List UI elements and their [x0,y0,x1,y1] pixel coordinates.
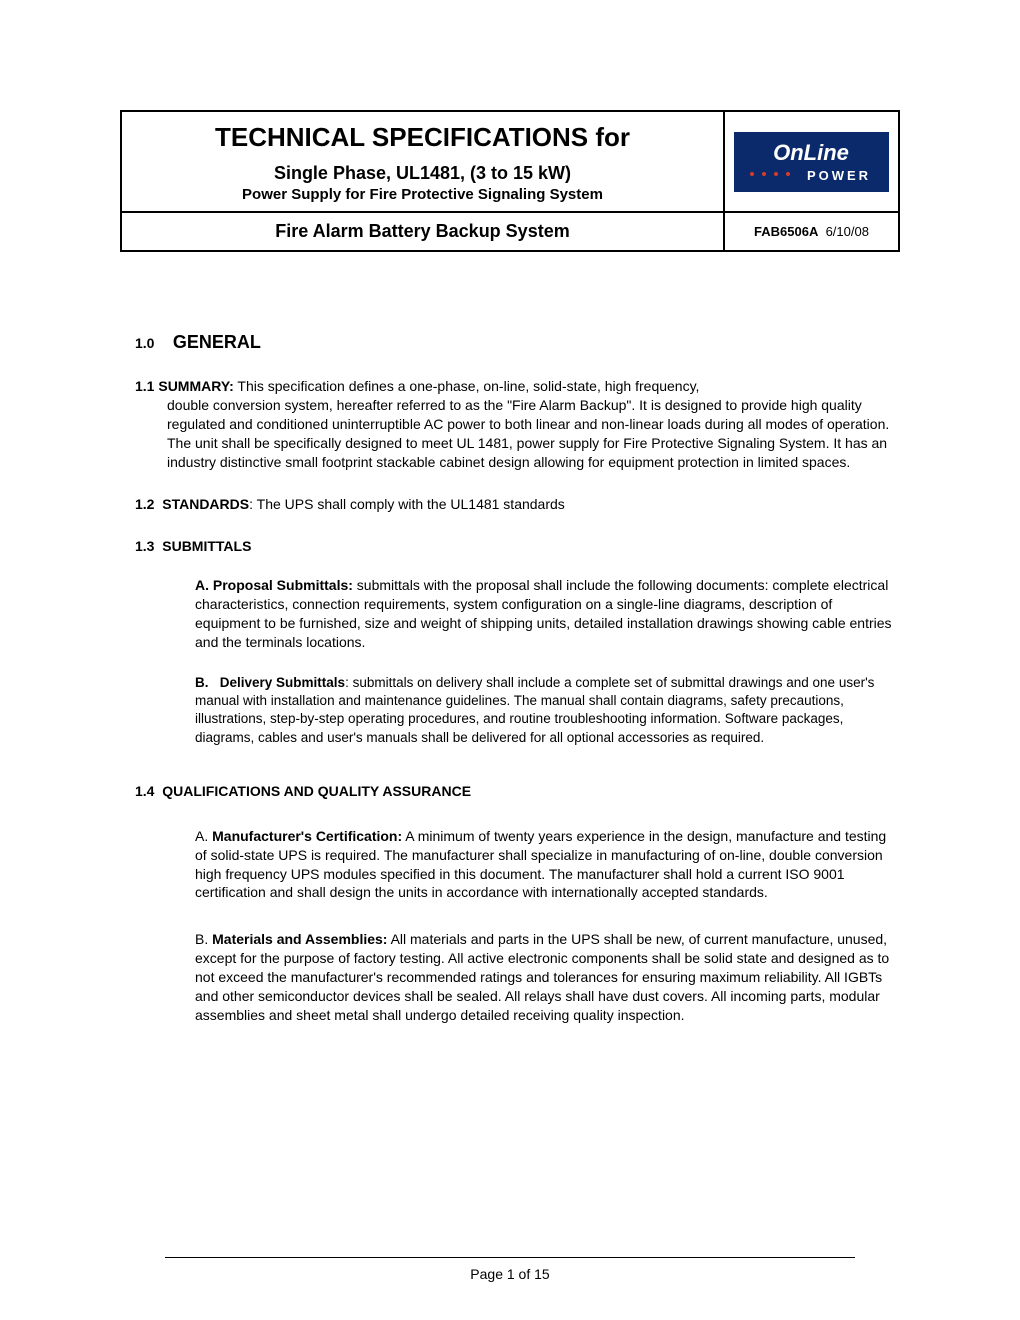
subitem-1-4-b-label: Materials and Assemblies: [212,931,387,947]
header-doc-date: 6/10/08 [826,224,869,239]
header-subtitle2: Power Supply for Fire Protective Signali… [134,186,711,203]
subitem-1-4-b: B. Materials and Assemblies: All materia… [135,930,900,1024]
subitem-1-4-a-label: Manufacturer's Certification: [212,828,402,844]
para-1-4-label: QUALIFICATIONS AND QUALITY ASSURANCE [162,783,471,799]
header-product-name: Fire Alarm Battery Backup System [122,213,723,250]
section-1-heading: 1.0 GENERAL [135,332,900,353]
svg-text:POWER: POWER [807,168,871,183]
header-docnum-cell: FAB6506A 6/10/08 [723,213,898,250]
para-1-2-num: 1.2 [135,496,154,512]
para-1-1-text-line1: This specification defines a one-phase, … [234,378,700,394]
para-1-1: 1.1 SUMMARY: This specification defines … [135,377,900,471]
para-1-1-label: SUMMARY: [158,378,233,394]
subitem-1-4-a: A. Manufacturer's Certification: A minim… [135,827,900,903]
section-number: 1.0 [135,335,154,351]
header-title-cell: TECHNICAL SPECIFICATIONS for Single Phas… [122,112,723,211]
para-1-4-heading: 1.4 QUALIFICATIONS AND QUALITY ASSURANCE [135,783,900,799]
subitem-1-3-a: A. Proposal Submittals: submittals with … [135,576,900,652]
para-1-2-label: STANDARDS [162,496,249,512]
header-doc-number: FAB6506A [754,224,818,239]
subitem-1-3-a-letter: A. [195,577,209,593]
para-1-4-num: 1.4 [135,783,154,799]
para-1-3-num: 1.3 [135,538,154,554]
subitem-1-4-a-letter: A. [195,828,208,844]
subitem-1-3-a-label: Proposal Submittals: [213,577,353,593]
subitem-1-3-b-letter: B. [195,675,209,690]
header-row-top: TECHNICAL SPECIFICATIONS for Single Phas… [122,112,898,213]
header-row-bottom: Fire Alarm Battery Backup System FAB6506… [122,213,898,250]
footer-page-number: Page 1 of 15 [0,1266,1020,1282]
para-1-1-text-rest: double conversion system, hereafter refe… [135,396,900,472]
online-power-logo: OnLine POWER [734,132,889,192]
subitem-1-3-b-label: Delivery Submittals [220,675,345,690]
para-1-2: 1.2 STANDARDS: The UPS shall comply with… [135,495,900,514]
subitem-1-3-b: B. Delivery Submittals: submittals on de… [135,674,900,747]
header-subtitle1: Single Phase, UL1481, (3 to 15 kW) [134,163,711,184]
para-1-3-heading: 1.3 SUBMITTALS [135,538,900,554]
subitem-1-4-b-letter: B. [195,931,208,947]
header-main-title: TECHNICAL SPECIFICATIONS for [134,122,711,153]
footer-divider [165,1257,855,1258]
para-1-2-text: : The UPS shall comply with the UL1481 s… [249,496,565,512]
para-1-1-num: 1.1 [135,378,154,394]
para-1-3-label: SUBMITTALS [162,538,251,554]
svg-text:OnLine: OnLine [773,140,849,165]
header-logo-cell: OnLine POWER [723,112,898,211]
section-title: GENERAL [173,332,261,352]
content-area: 1.0 GENERAL 1.1 SUMMARY: This specificat… [120,332,900,1025]
header-box: TECHNICAL SPECIFICATIONS for Single Phas… [120,110,900,252]
